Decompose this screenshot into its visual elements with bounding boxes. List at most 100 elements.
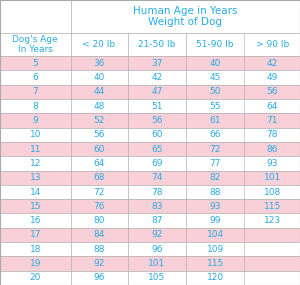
Text: 40: 40 — [93, 73, 105, 82]
Text: Human Age in Years
Weight of Dog: Human Age in Years Weight of Dog — [133, 6, 238, 27]
Bar — [70, 242, 128, 256]
Bar — [244, 85, 300, 99]
Bar — [0, 99, 70, 113]
Bar — [186, 170, 244, 185]
Bar — [70, 33, 128, 56]
Bar — [70, 85, 128, 99]
Bar — [186, 99, 244, 113]
Bar — [0, 170, 70, 185]
Bar — [128, 271, 186, 285]
Text: 8: 8 — [32, 102, 38, 111]
Bar — [70, 213, 128, 228]
Bar — [128, 113, 186, 128]
Bar — [186, 128, 244, 142]
Text: 19: 19 — [29, 259, 41, 268]
Text: > 90 lb: > 90 lb — [256, 40, 289, 49]
Text: 13: 13 — [29, 173, 41, 182]
Text: 83: 83 — [151, 202, 163, 211]
Text: 93: 93 — [266, 159, 278, 168]
Bar — [0, 256, 70, 271]
Text: 10: 10 — [29, 130, 41, 139]
Text: 66: 66 — [209, 130, 221, 139]
Text: 64: 64 — [267, 102, 278, 111]
Bar — [128, 256, 186, 271]
Bar — [128, 185, 186, 199]
Bar — [186, 70, 244, 85]
Text: 20: 20 — [30, 273, 41, 282]
Text: 18: 18 — [29, 245, 41, 254]
Bar — [0, 242, 70, 256]
Text: 78: 78 — [266, 130, 278, 139]
Bar — [128, 85, 186, 99]
Text: 36: 36 — [93, 59, 105, 68]
Text: 109: 109 — [207, 245, 224, 254]
Bar — [244, 213, 300, 228]
Bar — [128, 70, 186, 85]
Text: 88: 88 — [93, 245, 105, 254]
Text: 60: 60 — [93, 144, 105, 154]
Bar — [244, 170, 300, 185]
Text: 69: 69 — [151, 159, 163, 168]
Bar — [128, 213, 186, 228]
Bar — [70, 271, 128, 285]
Bar — [244, 56, 300, 70]
Text: < 20 lb: < 20 lb — [82, 40, 116, 49]
Bar — [0, 70, 70, 85]
Bar — [0, 142, 70, 156]
Text: 96: 96 — [151, 245, 163, 254]
Bar — [128, 128, 186, 142]
Bar — [70, 99, 128, 113]
Text: 56: 56 — [93, 130, 105, 139]
Bar — [244, 185, 300, 199]
Bar — [70, 256, 128, 271]
Text: 5: 5 — [32, 59, 38, 68]
Bar — [186, 185, 244, 199]
Text: 16: 16 — [29, 216, 41, 225]
Text: 120: 120 — [207, 273, 224, 282]
Bar — [244, 156, 300, 170]
Bar — [244, 199, 300, 213]
Text: 108: 108 — [264, 188, 281, 197]
Text: 47: 47 — [151, 87, 162, 96]
Text: 76: 76 — [93, 202, 105, 211]
Bar — [244, 113, 300, 128]
Text: 105: 105 — [148, 273, 165, 282]
Text: 64: 64 — [93, 159, 105, 168]
Bar — [0, 185, 70, 199]
Bar — [70, 185, 128, 199]
Bar — [70, 113, 128, 128]
Text: 42: 42 — [267, 59, 278, 68]
Text: 56: 56 — [151, 116, 163, 125]
Bar — [70, 0, 300, 33]
Bar — [186, 199, 244, 213]
Text: 51-90 lb: 51-90 lb — [196, 40, 234, 49]
Text: 99: 99 — [209, 216, 221, 225]
Text: 42: 42 — [151, 73, 162, 82]
Bar — [186, 271, 244, 285]
Text: 101: 101 — [264, 173, 281, 182]
Text: 92: 92 — [93, 259, 105, 268]
Bar — [0, 228, 70, 242]
Bar — [70, 142, 128, 156]
Text: 50: 50 — [209, 87, 221, 96]
Bar — [0, 128, 70, 142]
Text: 80: 80 — [93, 216, 105, 225]
Text: Dog's Age
In Years: Dog's Age In Years — [12, 35, 58, 54]
Bar — [244, 242, 300, 256]
Bar — [244, 271, 300, 285]
Bar — [128, 56, 186, 70]
Text: 55: 55 — [209, 102, 221, 111]
Text: 14: 14 — [30, 188, 41, 197]
Bar — [70, 170, 128, 185]
Text: 96: 96 — [93, 273, 105, 282]
Bar — [186, 228, 244, 242]
Text: 71: 71 — [266, 116, 278, 125]
Bar — [244, 33, 300, 56]
Bar — [186, 242, 244, 256]
Bar — [186, 256, 244, 271]
Bar — [70, 156, 128, 170]
Text: 87: 87 — [151, 216, 163, 225]
Text: 17: 17 — [29, 231, 41, 239]
Text: 86: 86 — [266, 144, 278, 154]
Bar — [186, 56, 244, 70]
